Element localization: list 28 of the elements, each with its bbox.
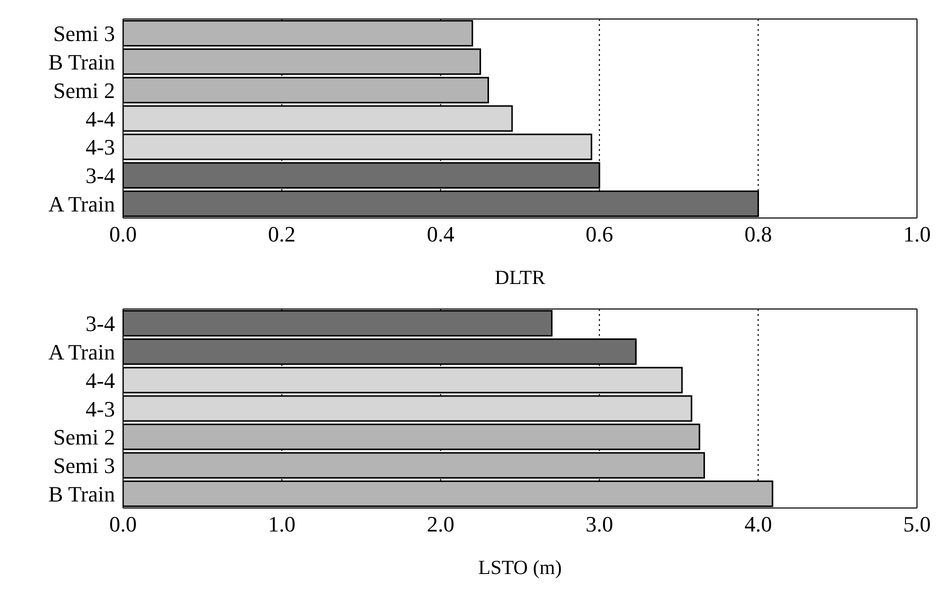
x-axis-title: DLTR — [494, 267, 546, 289]
x-tick-label: 0.4 — [426, 222, 454, 247]
y-tick-label: Semi 2 — [53, 78, 115, 103]
x-tick-label: 0.6 — [586, 222, 614, 247]
x-tick-label: 2.0 — [426, 512, 454, 537]
x-tick-label: 0.0 — [109, 512, 137, 537]
y-tick-label: B Train — [48, 49, 115, 74]
y-tick-label: Semi 3 — [53, 21, 115, 46]
y-tick-label: A Train — [48, 192, 115, 217]
y-tick-label: 3-4 — [86, 311, 115, 336]
x-tick-label: 1.0 — [268, 512, 296, 537]
y-tick-label: A Train — [48, 339, 115, 364]
y-tick-label: 3-4 — [86, 163, 115, 188]
y-tick-label: 4-4 — [86, 106, 115, 132]
y-tick-label: B Train — [48, 482, 115, 507]
y-tick-label: 4-3 — [86, 396, 115, 422]
x-axis-title: LSTO (m) — [478, 557, 562, 579]
x-tick-label: 5.0 — [903, 512, 931, 537]
x-tick-label: 0.2 — [268, 222, 296, 247]
x-tick-label: 4.0 — [744, 512, 772, 537]
x-tick-label: 0.8 — [744, 222, 772, 247]
y-tick-label: Semi 2 — [53, 424, 115, 450]
x-tick-label: 1.0 — [903, 222, 931, 247]
y-tick-label: 4-3 — [86, 134, 115, 160]
x-tick-label: 3.0 — [586, 512, 614, 537]
x-tick-label: 0.0 — [109, 222, 137, 247]
y-tick-label: Semi 3 — [53, 453, 115, 478]
y-tick-label: 4-4 — [86, 368, 115, 393]
